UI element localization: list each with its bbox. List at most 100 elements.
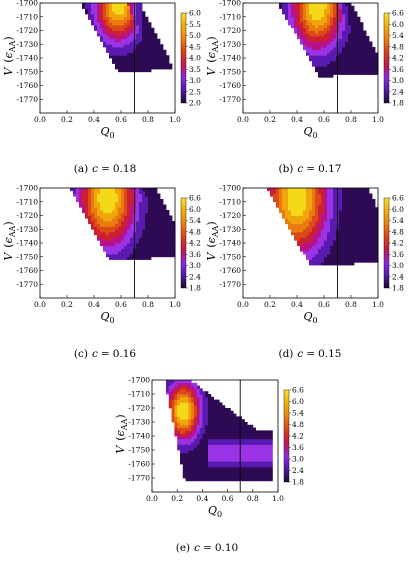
heat-cell: [294, 215, 298, 219]
heat-cell: [309, 223, 313, 227]
heat-cell: [339, 49, 343, 53]
heat-cell: [266, 478, 270, 482]
heat-cell: [244, 458, 248, 462]
heat-cell: [82, 207, 86, 211]
heat-cell: [180, 436, 184, 440]
heat-cell: [118, 36, 122, 40]
heat-cell: [309, 8, 313, 12]
heat-cell: [136, 229, 140, 233]
heat-cell: [354, 218, 358, 222]
heat-cell: [115, 248, 119, 252]
heat-cell: [348, 3, 352, 7]
heat-cell: [327, 55, 331, 59]
heat-cell: [103, 245, 107, 249]
heat-cell: [351, 240, 355, 244]
heat-cell: [294, 204, 298, 208]
heat-cell: [330, 55, 334, 59]
heat-cell: [360, 63, 364, 67]
heat-cell: [306, 210, 310, 214]
heat-cell: [241, 455, 245, 459]
heat-cell: [230, 436, 234, 440]
heat-cell: [109, 201, 113, 205]
heat-cell: [342, 55, 346, 59]
heat-cell: [154, 196, 158, 200]
heat-cell: [309, 190, 313, 194]
heat-cell: [210, 455, 214, 459]
heat-cell: [297, 16, 301, 20]
heat-cell: [127, 8, 131, 12]
y-tick-label: -1750: [219, 67, 241, 76]
heat-cell: [216, 475, 220, 479]
heat-cell: [121, 212, 125, 216]
heat-cell: [127, 19, 131, 23]
heat-cell: [130, 226, 134, 230]
heat-cell: [180, 382, 184, 386]
heat-cell: [244, 422, 248, 426]
heat-cell: [363, 196, 367, 200]
heat-cell: [205, 399, 209, 403]
heat-cell: [127, 22, 131, 26]
heat-cell: [255, 430, 259, 434]
heat-cell: [233, 458, 237, 462]
heat-cell: [321, 259, 325, 263]
heat-cell: [266, 438, 270, 442]
heat-cell: [121, 190, 125, 194]
heat-cell: [194, 382, 198, 386]
heat-cell: [202, 394, 206, 398]
heat-cell: [166, 240, 170, 244]
heat-cell: [202, 472, 206, 476]
heat-cell: [174, 408, 178, 412]
heat-cell: [339, 19, 343, 23]
heat-cell: [157, 226, 161, 230]
heat-cell: [339, 196, 343, 200]
heat-cell: [109, 8, 113, 12]
heat-cell: [109, 52, 113, 56]
heat-cell: [166, 218, 170, 222]
heat-cell: [369, 52, 373, 56]
heat-cell: [300, 190, 304, 194]
heat-cell: [360, 218, 364, 222]
heat-cell: [230, 452, 234, 456]
heat-cell: [148, 49, 152, 53]
heat-cell: [351, 25, 355, 29]
heat-cell: [309, 237, 313, 241]
heat-cell: [136, 223, 140, 227]
heat-cell: [233, 450, 237, 454]
heat-cell: [369, 256, 373, 260]
heat-cell: [324, 262, 328, 266]
heat-cell: [145, 36, 149, 40]
heat-cell: [205, 469, 209, 473]
heat-cell: [261, 461, 265, 465]
heat-cell: [106, 215, 110, 219]
heat-cell: [208, 441, 212, 445]
heat-cell: [199, 478, 203, 482]
heat-cell: [130, 193, 134, 197]
heat-cell: [360, 69, 364, 73]
heat-cell: [118, 226, 122, 230]
heat-cell: [354, 243, 358, 247]
heat-cell: [300, 248, 304, 252]
heat-cell: [210, 464, 214, 468]
heat-cell: [202, 436, 206, 440]
heat-cell: [345, 66, 349, 70]
heat-cell: [348, 19, 352, 23]
heat-cell: [342, 196, 346, 200]
heat-cell: [163, 221, 167, 225]
heat-cell: [354, 27, 358, 31]
heat-cell: [166, 60, 170, 64]
heat-cell: [309, 30, 313, 34]
heat-cell: [205, 455, 209, 459]
heat-cell: [222, 433, 226, 437]
heat-cell: [339, 204, 343, 208]
heat-cell: [333, 259, 337, 263]
heat-cell: [139, 223, 143, 227]
heat-cell: [121, 11, 125, 15]
heat-cell: [139, 232, 143, 236]
heat-cell: [127, 55, 131, 59]
heat-cell: [318, 11, 322, 15]
heat-cell: [130, 16, 134, 20]
heat-cell: [354, 190, 358, 194]
heat-cell: [312, 207, 316, 211]
heat-cell: [327, 66, 331, 70]
heat-cell: [180, 452, 184, 456]
